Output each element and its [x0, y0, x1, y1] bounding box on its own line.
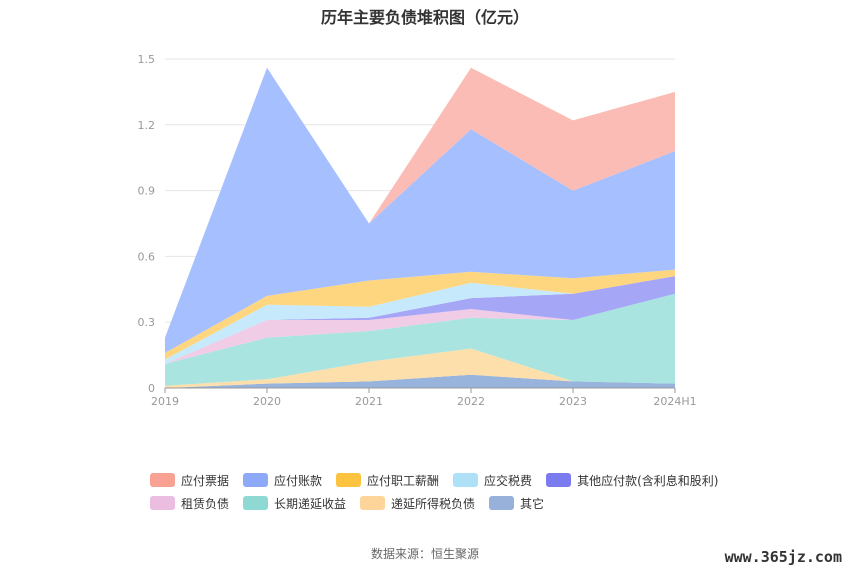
legend-label: 其他应付款(含利息和股利) [577, 473, 719, 488]
legend-swatch [243, 496, 269, 510]
legend: 应付票据 应付账款 应付职工薪酬 应交税费 其他应付款(含利息和股利) 租赁负债 长期递延收… [150, 471, 750, 512]
area-series-4 [165, 276, 675, 364]
legend-swatch [150, 496, 175, 510]
legend-item[interactable]: 其他应付款(含利息和股利) [546, 471, 718, 489]
area-series-8 [165, 67, 675, 338]
watermark: www.365jz.com [724, 548, 842, 566]
legend-item[interactable]: 租赁负债 [150, 494, 229, 512]
legend-swatch [150, 473, 175, 487]
legend-item[interactable]: 应交税费 [453, 471, 532, 489]
area-series-3 [165, 293, 675, 364]
legend-item[interactable]: 其它 [489, 494, 544, 512]
axes: 0 0.3 0.6 0.9 1.2 1.5 2019 2020 2021 2022 2023 2024… [138, 53, 697, 408]
legend-label: 其它 [520, 496, 545, 511]
area-series-2 [165, 293, 675, 386]
y-tick-label: 0 [148, 382, 155, 395]
legend-item[interactable]: 递延所得税负债 [360, 494, 475, 512]
chart-title: 历年主要负债堆积图（亿元） [320, 8, 529, 27]
area-series-0 [165, 374, 675, 388]
area-series-6 [165, 269, 675, 360]
x-tick-label: 2023 [559, 395, 587, 408]
legend-swatch [546, 473, 572, 487]
legend-label: 长期递延收益 [274, 496, 347, 511]
legend-swatch [243, 473, 269, 487]
x-tick-label: 2019 [151, 395, 179, 408]
legend-item[interactable]: 应付票据 [150, 471, 229, 489]
legend-label: 应付职工薪酬 [367, 473, 440, 488]
legend-swatch [489, 496, 515, 510]
x-tick-label: 2020 [253, 395, 281, 408]
area-series-1 [165, 348, 675, 388]
area-series-7 [165, 67, 675, 353]
legend-swatch [336, 473, 362, 487]
legend-item[interactable]: 应付账款 [243, 471, 322, 489]
legend-label: 应交税费 [484, 473, 533, 488]
y-tick-label: 0.9 [138, 185, 156, 198]
legend-swatch [453, 473, 479, 487]
legend-item[interactable]: 应付职工薪酬 [336, 471, 439, 489]
legend-label: 租赁负债 [181, 496, 230, 511]
legend-label: 递延所得税负债 [391, 496, 476, 511]
legend-label: 应付票据 [181, 473, 230, 488]
y-tick-label: 0.3 [138, 316, 156, 329]
area-series [165, 67, 675, 388]
x-tick-label: 2024H1 [653, 395, 696, 408]
y-tick-label: 1.2 [138, 119, 156, 132]
legend-label: 应付账款 [274, 473, 323, 488]
area-series-5 [165, 276, 675, 364]
data-source: 数据来源：恒生聚源 [370, 547, 479, 561]
x-tick-label: 2021 [355, 395, 383, 408]
y-tick-label: 0.6 [138, 250, 156, 263]
legend-item[interactable]: 长期递延收益 [243, 494, 346, 512]
y-tick-label: 1.5 [138, 53, 156, 66]
legend-swatch [360, 496, 386, 510]
x-tick-label: 2022 [457, 395, 485, 408]
